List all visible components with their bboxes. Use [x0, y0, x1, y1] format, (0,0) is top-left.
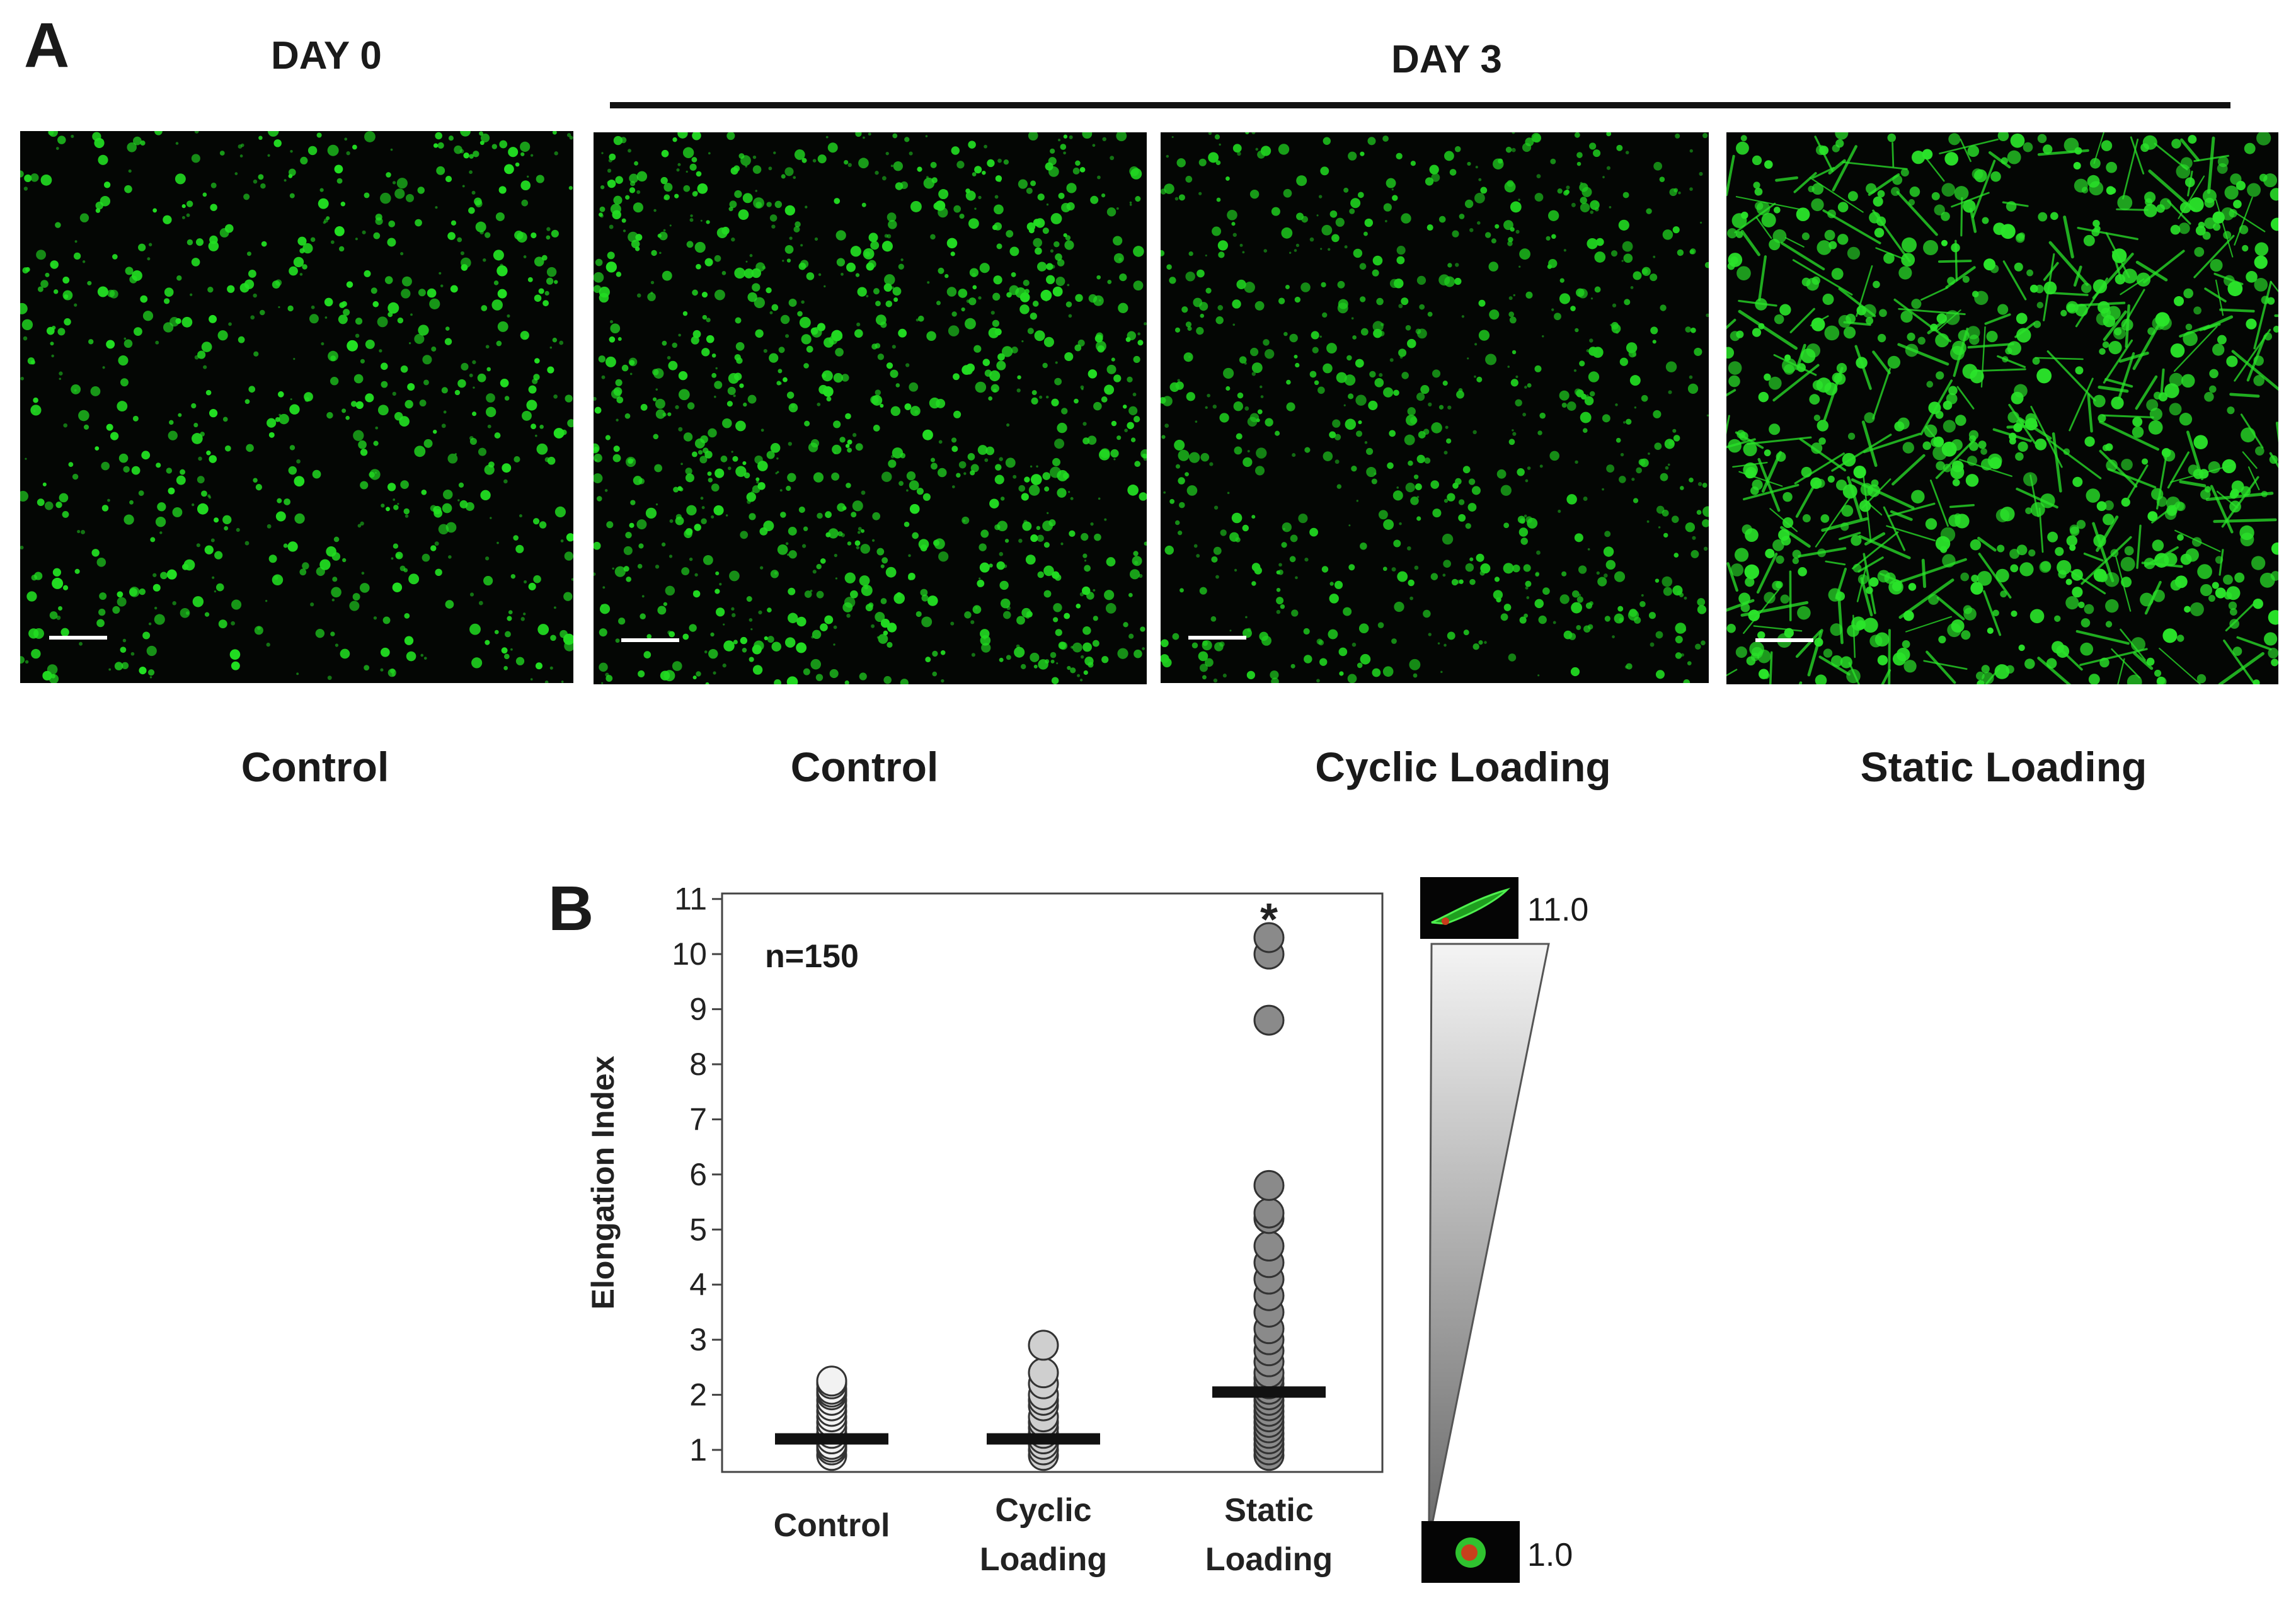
micrograph-day3-static-loading [1726, 132, 2278, 684]
elongated-cell-thumbnail [1420, 877, 1518, 939]
y-tick-label: 5 [689, 1212, 707, 1247]
scale-bottom-value: 1.0 [1527, 1537, 1573, 1573]
panel-a-label: A [24, 10, 70, 81]
caption-day0-control: Control [241, 744, 389, 790]
caption-day3-cyclic: Cyclic Loading [1315, 744, 1611, 790]
significance-asterisk: * [1260, 895, 1278, 945]
y-tick-label: 9 [689, 992, 707, 1027]
micrograph-day3-control [594, 132, 1147, 684]
data-point [1253, 1231, 1285, 1262]
data-point [1028, 1357, 1059, 1389]
y-tick-label: 1 [689, 1432, 707, 1468]
median-bar [1212, 1386, 1326, 1398]
y-tick-label: 11 [674, 882, 707, 917]
day0-label: DAY 0 [271, 34, 382, 78]
day3-label: DAY 3 [1391, 38, 1502, 81]
y-tick-label: 6 [689, 1157, 707, 1192]
data-point [1253, 922, 1285, 953]
x-category-label: Static [1224, 1492, 1314, 1529]
n-label: n=150 [765, 938, 859, 975]
data-point [1253, 1004, 1285, 1036]
x-category-label: Control [774, 1507, 890, 1544]
y-tick-label: 2 [689, 1377, 707, 1413]
data-point [816, 1365, 847, 1397]
micrograph-day3-cyclic-loading [1161, 132, 1709, 683]
scale-bar-day0-control [49, 636, 107, 640]
data-point [1253, 1197, 1285, 1229]
data-point [1028, 1330, 1059, 1361]
micrograph-day0-control [20, 131, 573, 683]
y-tick-label: 3 [689, 1322, 707, 1357]
scale-bar-day3-cyclic [1188, 636, 1246, 640]
scale-bar-day3-static [1755, 638, 1813, 642]
scale-bar-day3-control [621, 638, 679, 642]
plot-frame [721, 892, 1384, 1473]
panel-b-label: B [548, 873, 594, 944]
y-tick-label: 4 [689, 1267, 707, 1302]
scale-top-value: 11.0 [1527, 892, 1589, 928]
y-tick-label: 8 [689, 1047, 707, 1082]
day3-bracket-line [610, 102, 2230, 108]
caption-day3-control: Control [790, 744, 939, 790]
x-category-label: Loading [1205, 1541, 1333, 1578]
elongation-scale-wedge [1428, 943, 1550, 1522]
caption-day3-static: Static Loading [1860, 744, 2147, 790]
median-bar [987, 1433, 1100, 1445]
round-cell-thumbnail [1421, 1521, 1520, 1583]
data-point [1253, 1169, 1285, 1201]
y-axis-label: Elongation Index [585, 1055, 621, 1309]
x-category-label: Cyclic [995, 1492, 1091, 1529]
x-category-label: Loading [980, 1541, 1107, 1578]
median-bar [775, 1433, 888, 1445]
elongation-index-chart: 1 2 3 4 5 6 7 8 9 10 11 Elongation Index Control Cycl… [585, 882, 1384, 1578]
y-tick-label: 7 [689, 1101, 707, 1137]
y-tick-label: 10 [672, 936, 707, 972]
